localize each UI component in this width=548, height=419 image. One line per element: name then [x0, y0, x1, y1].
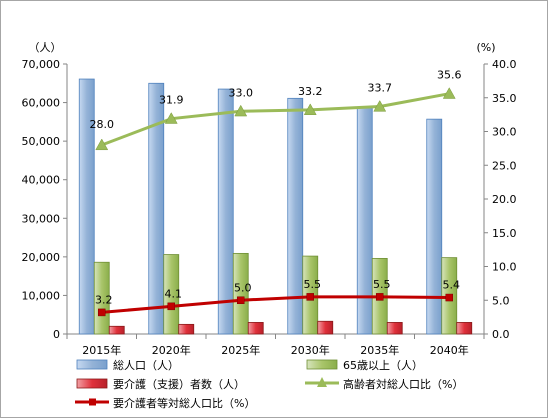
legend: 総人口（人） 65歳以上（人） 要介護（支援）者数（人） 高齢者対総人口比（%） 要介護… [75, 358, 463, 410]
care-recipients-bar [178, 323, 195, 335]
y-left-tick-label: 20,000 [22, 251, 61, 264]
y-right-tick-label: 5.0 [492, 294, 510, 307]
x-tick-label: 2035年 [360, 343, 399, 357]
x-tick-label: 2030年 [291, 343, 330, 357]
y-left-tick-label: 70,000 [22, 58, 61, 71]
legend-label: 高齢者対総人口比（%） [343, 377, 463, 391]
y-left-tick-label: 30,000 [22, 212, 61, 225]
care-ratio-data-label: 5.4 [443, 279, 461, 292]
care-ratio-point [167, 302, 175, 311]
axes-layer: 0 10,000 20,000 30,000 40,000 50,000 60,000 70,… [22, 41, 517, 357]
total-population-bar [217, 88, 234, 335]
legend-item-care-ratio: 要介護者等対総人口比（%） [75, 396, 255, 410]
x-tick-label: 2015年 [82, 343, 121, 357]
y-left-tick-label: 10,000 [22, 289, 61, 302]
care-ratio-point [306, 293, 314, 301]
total-population-bar [356, 106, 373, 335]
legend-item-care-recipients: 要介護（支援）者数（人） [76, 377, 245, 391]
elderly-ratio-line [101, 92, 450, 147]
elderly-ratio-data-label: 33.7 [368, 82, 393, 95]
elderly-ratio-data-label: 28.0 [90, 118, 115, 131]
elderly-ratio-data-label: 35.6 [437, 69, 462, 82]
legend-item-total-population: 総人口（人） [76, 358, 179, 372]
legend-label: 要介護（支援）者数（人） [113, 377, 245, 391]
y-left-tick-label: 50,000 [22, 135, 61, 148]
x-tick-label: 2025年 [221, 343, 260, 357]
legend-label: 総人口（人） [113, 358, 179, 372]
elderly-ratio-data-label: 31.9 [159, 94, 184, 107]
labels-layer: 28.0 31.9 33.0 33.2 33.7 35.6 3.2 4.1 5.0 5.5 5.5 5… [90, 69, 462, 307]
care-ratio-point [98, 308, 106, 317]
total-population-bar [287, 97, 304, 335]
y-left-tick-label: 0 [53, 328, 60, 341]
age-65-plus-bar [163, 254, 180, 335]
bars-layer [78, 78, 473, 335]
y-right-unit-label: (%) [476, 41, 495, 54]
total-population-bar [78, 78, 95, 335]
legend-label: 65歳以上（人） [343, 359, 423, 372]
care-recipients-bar [456, 322, 473, 335]
elderly-ratio-point [95, 138, 109, 151]
legend-label: 要介護者等対総人口比（%） [113, 396, 255, 410]
total-population-bar [426, 118, 443, 335]
y-left-tick-label: 60,000 [22, 97, 61, 110]
elderly-ratio-data-label: 33.0 [229, 86, 254, 99]
elderly-ratio-point [303, 103, 317, 115]
care-recipients-bar [317, 320, 334, 335]
elderly-ratio-point [442, 87, 456, 99]
legend-swatch [306, 359, 338, 370]
care-ratio-point [237, 296, 245, 304]
care-ratio-point [376, 293, 384, 301]
legend-square-marker [89, 398, 96, 406]
elderly-ratio-point [234, 104, 248, 117]
lines-layer [95, 87, 456, 317]
y-left-unit-label: （人） [29, 41, 62, 54]
care-ratio-data-label: 3.2 [95, 293, 113, 306]
legend-item-age-65-plus: 65歳以上（人） [306, 359, 423, 372]
age-65-plus-bar [232, 252, 249, 335]
elderly-ratio-data-label: 33.2 [298, 85, 323, 98]
care-ratio-point [445, 293, 453, 302]
care-ratio-line [101, 295, 450, 314]
y-right-tick-label: 15.0 [492, 227, 517, 240]
y-right-tick-label: 30.0 [492, 126, 517, 139]
care-ratio-data-label: 5.5 [304, 278, 322, 291]
x-tick-label: 2020年 [152, 343, 191, 357]
y-right-tick-label: 25.0 [492, 159, 517, 172]
elderly-ratio-point [164, 112, 178, 124]
care-ratio-data-label: 5.0 [234, 281, 252, 294]
care-ratio-data-label: 4.1 [165, 287, 183, 300]
y-right-tick-label: 40.0 [492, 58, 517, 71]
care-recipients-bar [386, 322, 403, 335]
legend-swatch [76, 378, 108, 389]
y-right-tick-label: 0.0 [492, 328, 510, 341]
y-right-tick-label: 35.0 [492, 92, 517, 105]
x-tick-label: 2040年 [430, 343, 469, 357]
legend-triangle-marker [317, 377, 327, 387]
elderly-ratio-point [373, 100, 387, 112]
y-right-tick-label: 20.0 [492, 193, 517, 206]
care-recipients-bar [247, 322, 264, 335]
care-ratio-data-label: 5.5 [373, 278, 391, 291]
total-population-bar [148, 82, 165, 335]
care-recipients-bar [108, 325, 125, 335]
legend-swatch [76, 359, 108, 370]
y-left-tick-label: 40,000 [22, 174, 61, 187]
y-right-tick-label: 10.0 [492, 261, 517, 274]
legend-item-elderly-ratio: 高齢者対総人口比（%） [305, 377, 463, 391]
